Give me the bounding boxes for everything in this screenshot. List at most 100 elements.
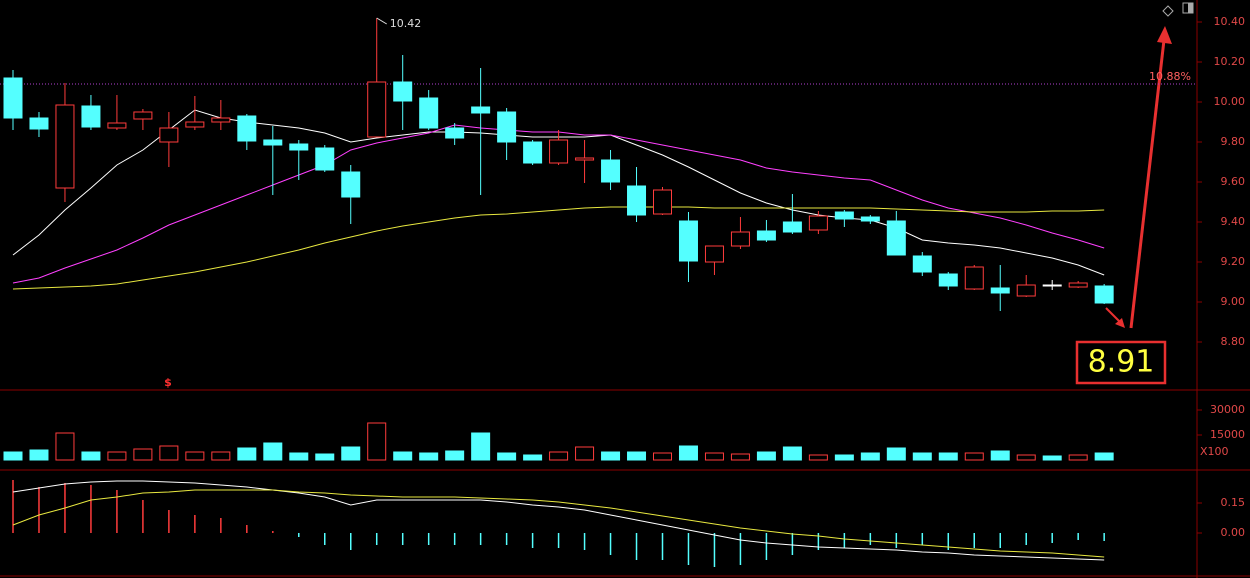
- volume-bar: [808, 454, 828, 461]
- candle-body: [886, 220, 906, 256]
- volume-bar: [678, 445, 698, 461]
- candle-body: [367, 81, 387, 138]
- candle-body: [575, 157, 595, 161]
- candle-body: [1016, 284, 1036, 297]
- y-tick-label: 9.00: [1221, 295, 1246, 308]
- candle-body: [289, 143, 309, 151]
- candle-body: [938, 273, 958, 287]
- arrow: [1129, 39, 1166, 329]
- arrowhead: [1157, 26, 1172, 44]
- high-label: 10.42: [390, 17, 422, 30]
- volume-bar: [653, 452, 672, 461]
- volume-bar: [1016, 454, 1036, 461]
- candle-body: [263, 139, 283, 146]
- price-box: [1075, 340, 1167, 385]
- candle-body: [912, 255, 932, 273]
- candle-body: [653, 189, 672, 215]
- volume-bar: [445, 450, 465, 461]
- volume-bar: [497, 452, 517, 461]
- marker: $: [164, 376, 172, 389]
- icon-diamond[interactable]: [1162, 5, 1174, 17]
- icon-panel-fill: [1188, 3, 1193, 13]
- candle-body: [237, 115, 257, 142]
- volume-bar: [964, 452, 984, 461]
- y-tick-label: 0.00: [1221, 526, 1246, 539]
- volume-bar: [730, 453, 750, 461]
- volume-bar: [601, 451, 621, 461]
- candle-body: [471, 106, 491, 114]
- volume-bar: [575, 446, 595, 461]
- volume-bar: [704, 452, 724, 461]
- candle-body: [782, 221, 802, 233]
- candle-body: [185, 121, 205, 128]
- y-tick-label: 9.20: [1221, 255, 1246, 268]
- volume-bar: [756, 451, 776, 461]
- y-tick-label: 0.15: [1221, 496, 1246, 509]
- volume-bar: [990, 450, 1010, 461]
- volume-bar: [211, 451, 231, 461]
- candle-body: [1068, 282, 1088, 288]
- candle-body: [523, 141, 543, 164]
- volume-bar: [185, 451, 205, 461]
- y-tick-label: 30000: [1210, 403, 1245, 416]
- indicator-line: [12, 489, 1105, 558]
- volume-bar: [133, 448, 153, 461]
- candle-body: [393, 81, 413, 102]
- volume-bar: [289, 452, 309, 461]
- volume-bar: [1068, 454, 1088, 461]
- volume-bar: [315, 453, 335, 461]
- high-pointer: [376, 17, 387, 25]
- volume-bar: [912, 452, 932, 461]
- volume-bar: [393, 451, 413, 461]
- y-tick-label: 15000: [1210, 428, 1245, 441]
- y-tick-label: 9.60: [1221, 175, 1246, 188]
- y-tick-label: 10.40: [1214, 15, 1246, 28]
- candle-body: [29, 117, 49, 130]
- candle-body: [704, 245, 724, 263]
- y-tick-label: 8.80: [1221, 335, 1246, 348]
- candle-body: [730, 231, 750, 247]
- arrow: [1105, 307, 1121, 323]
- volume-bar: [29, 449, 49, 461]
- ref-label: 10.88%: [1149, 70, 1191, 83]
- volume-bar: [834, 454, 854, 461]
- volume-bar: [367, 422, 387, 461]
- volume-bar: [549, 451, 569, 461]
- candle-body: [860, 216, 880, 222]
- candle-body: [964, 266, 984, 290]
- candle-body: [1094, 285, 1114, 304]
- candle-body: [107, 122, 127, 129]
- volume-bar: [1094, 452, 1114, 461]
- candle-body: [808, 215, 828, 231]
- candle-body: [1042, 284, 1062, 287]
- candle-body: [159, 127, 179, 143]
- candle-body: [315, 147, 335, 171]
- candle-body: [549, 139, 569, 164]
- candle-body: [756, 230, 776, 241]
- volume-bar: [107, 451, 127, 461]
- volume-bar: [341, 446, 361, 461]
- volume-bar: [419, 452, 439, 461]
- y-tick-label: 10.00: [1214, 95, 1246, 108]
- volume-bar: [627, 451, 647, 461]
- candle-body: [497, 111, 517, 143]
- y-tick-label: 10.20: [1214, 55, 1246, 68]
- volume-bar: [782, 446, 802, 461]
- y-tick-label: 9.80: [1221, 135, 1246, 148]
- candle-body: [678, 220, 698, 262]
- candle-body: [627, 185, 647, 216]
- volume-bar: [860, 452, 880, 461]
- volume-bar: [55, 432, 75, 461]
- candle-body: [834, 211, 854, 220]
- volume-unit: X100: [1200, 445, 1229, 458]
- volume-bar: [1042, 455, 1062, 461]
- last-price: 8.91: [1088, 345, 1155, 380]
- y-tick-label: 9.40: [1221, 215, 1246, 228]
- candle-body: [341, 171, 361, 198]
- candle-body: [133, 111, 153, 120]
- candle-body: [990, 287, 1010, 294]
- candle-body: [419, 97, 439, 129]
